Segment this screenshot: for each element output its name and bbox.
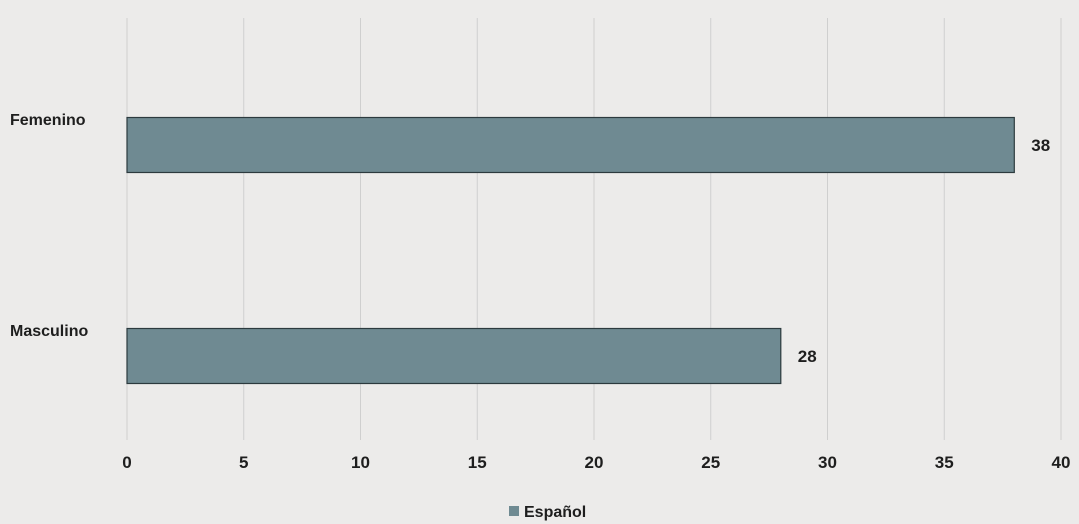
- x-tick-label: 30: [818, 453, 837, 472]
- x-tick-label: 25: [701, 453, 720, 472]
- category-labels: Femenino Masculino: [10, 112, 88, 340]
- x-tick-label: 35: [935, 453, 954, 472]
- category-label: Masculino: [10, 323, 88, 340]
- bar: [127, 118, 1014, 173]
- x-tick-label: 0: [122, 453, 131, 472]
- data-label: 28: [798, 347, 817, 366]
- category-label: Femenino: [10, 112, 86, 129]
- x-tick-label: 10: [351, 453, 370, 472]
- data-label: 38: [1031, 136, 1050, 155]
- x-tick-label: 20: [585, 453, 604, 472]
- legend-swatch: [509, 506, 519, 516]
- x-axis-ticks: 0 5 10 15 20 25 30 35 40: [122, 453, 1070, 472]
- bars: 38 28: [127, 118, 1050, 384]
- legend-label: Español: [524, 504, 586, 521]
- x-tick-label: 40: [1052, 453, 1071, 472]
- legend: Español: [509, 504, 586, 521]
- x-tick-label: 5: [239, 453, 248, 472]
- bar: [127, 329, 781, 384]
- x-tick-label: 15: [468, 453, 487, 472]
